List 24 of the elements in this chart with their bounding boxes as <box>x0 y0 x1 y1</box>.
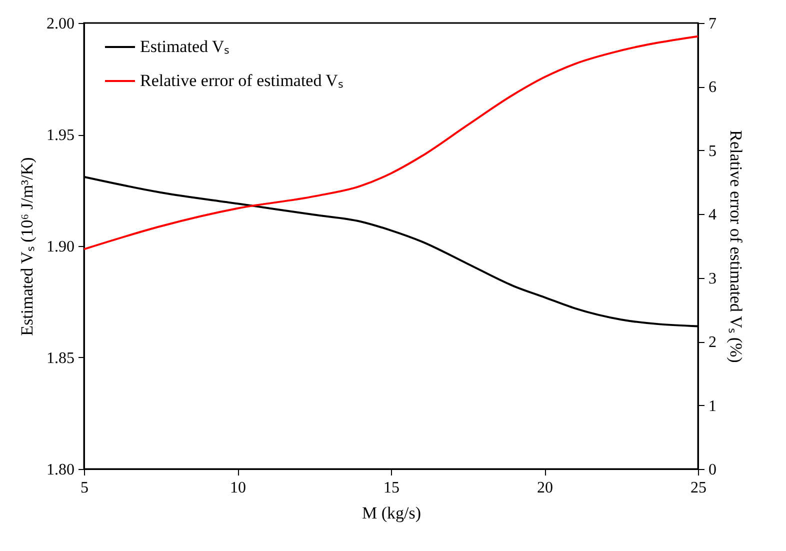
x-tick-label: 5 <box>80 480 88 496</box>
y-tick-label: 1.85 <box>46 350 74 367</box>
legend-label: Estimated Vₛ <box>140 37 230 56</box>
x-tick-label: 20 <box>537 480 553 496</box>
y2-axis-title: Relative error of estimated Vₛ (%) <box>726 130 746 363</box>
y-tick-label: 1.80 <box>46 462 74 478</box>
y2-tick-label: 2 <box>708 334 716 352</box>
y2-tick-label: 3 <box>708 270 716 288</box>
y2-tick-label: 5 <box>708 142 716 160</box>
x-tick-label: 15 <box>384 480 400 496</box>
y2-tick-label: 7 <box>708 16 716 32</box>
y-tick-label: 1.90 <box>46 238 74 256</box>
x-tick-label: 25 <box>690 480 706 496</box>
y-axis-title: Estimated Vₛ (10⁶ J/m³/K) <box>18 157 36 336</box>
y2-tick-label: 1 <box>708 398 716 415</box>
y2-tick-label: 4 <box>708 206 716 224</box>
line-series <box>83 35 699 250</box>
y2-tick-label: 0 <box>708 462 716 478</box>
x-tick-label: 10 <box>230 480 246 496</box>
x-axis-title: M (kg/s) <box>362 504 422 522</box>
y-tick-label: 1.95 <box>46 127 74 144</box>
legend-label: Relative error of estimated Vₛ <box>140 71 343 90</box>
y-tick-label: 2.00 <box>46 16 74 32</box>
y2-tick-label: 6 <box>708 79 716 96</box>
